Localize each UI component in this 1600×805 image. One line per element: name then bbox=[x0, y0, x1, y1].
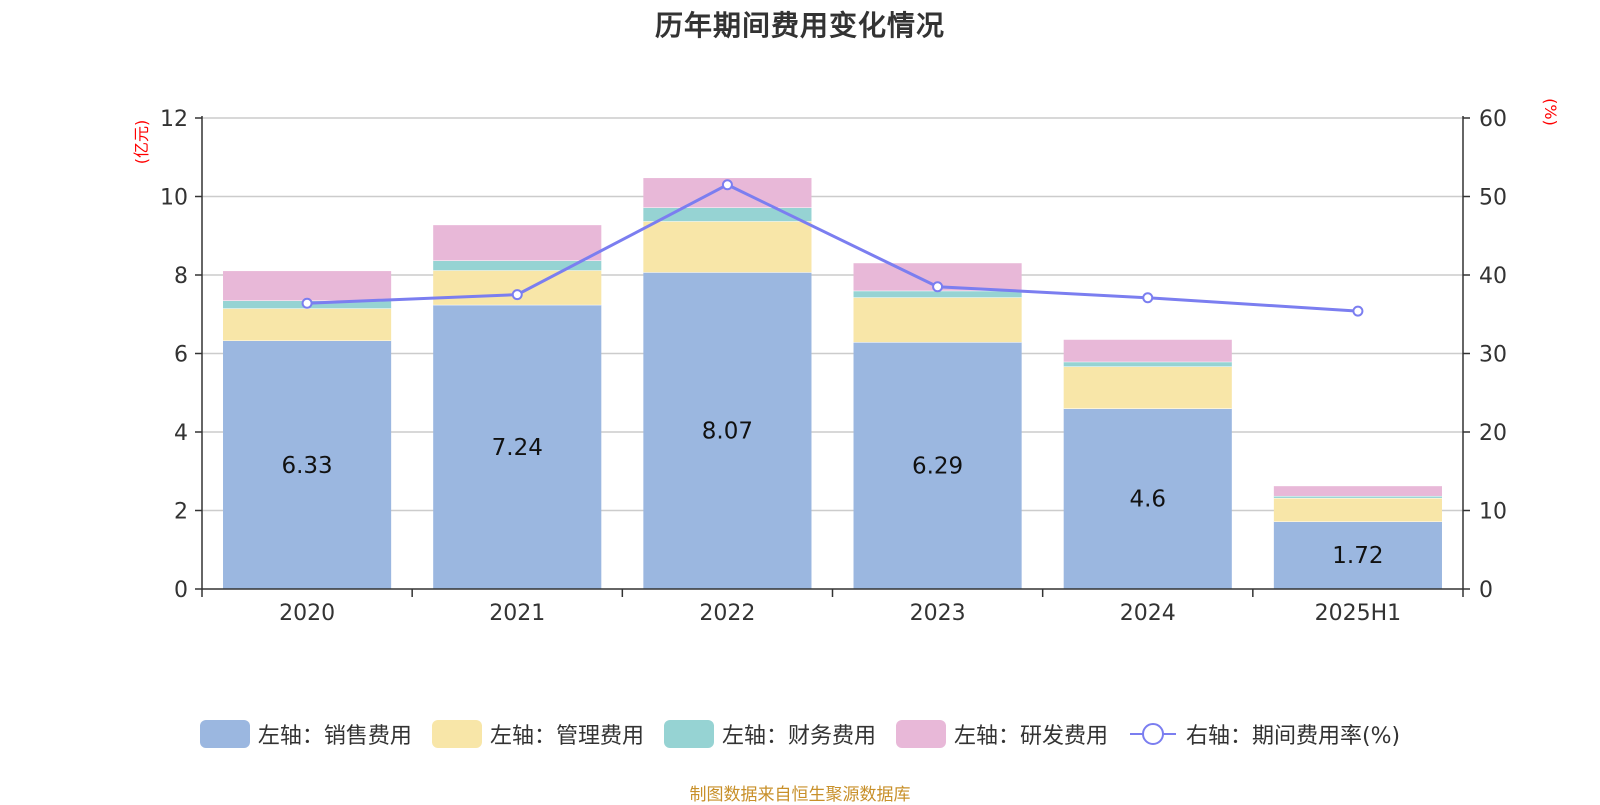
bar-segment bbox=[1063, 366, 1232, 409]
rate-point bbox=[1142, 292, 1154, 304]
bar-segment bbox=[433, 225, 602, 261]
left-axis-title: (亿元) bbox=[132, 120, 151, 165]
legend-item-rnd[interactable]: 左轴：研发费用 bbox=[895, 718, 1108, 750]
right-tick-label: 10 bbox=[1479, 500, 1507, 525]
rate-point bbox=[721, 179, 733, 191]
bar-segment bbox=[1273, 497, 1442, 522]
chart-plot: 0 2 4 6 8 10 12 0 10 20 30 40 50 60 6.33 2020 7.24 2021 8.… bbox=[132, 98, 1560, 626]
legend-swatch-rate bbox=[1129, 723, 1176, 745]
rate-line bbox=[307, 183, 1359, 313]
bar-segment bbox=[643, 272, 812, 589]
bar-data-label: 4.6 bbox=[1129, 487, 1166, 513]
bar-segment bbox=[1273, 495, 1442, 498]
legend-swatch-sales bbox=[199, 720, 250, 748]
left-tick-label: 2 bbox=[174, 500, 188, 525]
rate-point bbox=[932, 281, 944, 293]
chart-title: 历年期间费用变化情况 bbox=[654, 9, 945, 42]
x-tick-label: 2020 bbox=[279, 601, 335, 626]
left-tick-label: 0 bbox=[174, 578, 188, 603]
bar-segment bbox=[433, 260, 602, 271]
bar-segment bbox=[853, 297, 1022, 343]
legend-label-rnd: 左轴：研发费用 bbox=[953, 724, 1108, 749]
x-tick-label: 2025H1 bbox=[1315, 601, 1402, 626]
right-tick-label: 60 bbox=[1479, 107, 1507, 132]
legend-item-sales[interactable]: 左轴：销售费用 bbox=[199, 718, 412, 750]
bar-segment bbox=[1063, 361, 1232, 367]
right-tick-label: 0 bbox=[1479, 578, 1493, 603]
left-tick-label: 12 bbox=[160, 107, 188, 132]
rate-point bbox=[301, 297, 313, 309]
legend-swatch-finance bbox=[663, 720, 714, 748]
x-tick-label: 2024 bbox=[1120, 601, 1176, 626]
bar-segment bbox=[223, 340, 392, 589]
chart-legend: 左轴：销售费用 左轴：管理费用 左轴：财务费用 左轴：研发费用 右轴：期间费用率… bbox=[0, 718, 1600, 750]
bar-data-label: 6.29 bbox=[912, 454, 963, 480]
bar-data-label: 8.07 bbox=[702, 419, 753, 445]
bar-segment bbox=[853, 290, 1022, 298]
bar-segment bbox=[223, 308, 392, 341]
x-tick-label: 2023 bbox=[910, 601, 966, 626]
legend-label-admin: 左轴：管理费用 bbox=[489, 724, 644, 749]
bar-segment bbox=[223, 271, 392, 301]
left-tick-label: 6 bbox=[174, 343, 188, 368]
bar-data-label: 1.72 bbox=[1332, 543, 1383, 569]
bar-data-label: 7.24 bbox=[492, 435, 543, 461]
legend-label-finance: 左轴：财务费用 bbox=[721, 724, 876, 749]
bar-segment bbox=[1063, 339, 1232, 362]
bar-segment bbox=[1273, 486, 1442, 496]
legend-item-finance[interactable]: 左轴：财务费用 bbox=[663, 718, 876, 750]
right-tick-label: 50 bbox=[1479, 186, 1507, 211]
legend-item-rate[interactable]: 右轴：期间费用率(%) bbox=[1128, 718, 1400, 750]
right-axis-title: (%) bbox=[1541, 98, 1560, 126]
bar-segment bbox=[1063, 408, 1232, 589]
rate-point bbox=[511, 289, 523, 301]
bar-segment bbox=[433, 304, 602, 589]
legend-swatch-admin bbox=[431, 720, 482, 748]
right-tick-label: 40 bbox=[1479, 264, 1507, 289]
left-tick-label: 8 bbox=[174, 264, 188, 289]
bar-segment bbox=[853, 342, 1022, 589]
source-note: 制图数据来自恒生聚源数据库 bbox=[689, 785, 911, 805]
bar-data-label: 6.33 bbox=[281, 453, 332, 479]
x-tick-label: 2022 bbox=[699, 601, 755, 626]
x-tick-label: 2021 bbox=[489, 601, 545, 626]
legend-swatch-rnd bbox=[895, 720, 946, 748]
right-tick-label: 30 bbox=[1479, 343, 1507, 368]
rate-point bbox=[1352, 305, 1364, 317]
bar-segment bbox=[1273, 521, 1442, 589]
right-tick-label: 20 bbox=[1479, 421, 1507, 446]
legend-item-admin[interactable]: 左轴：管理费用 bbox=[431, 718, 644, 750]
legend-label-sales: 左轴：销售费用 bbox=[257, 724, 412, 749]
left-tick-label: 10 bbox=[160, 186, 188, 211]
legend-label-rate: 右轴：期间费用率(%) bbox=[1185, 724, 1401, 749]
bar-segment bbox=[643, 221, 812, 273]
left-tick-label: 4 bbox=[174, 421, 188, 446]
bar-segment bbox=[643, 207, 812, 222]
